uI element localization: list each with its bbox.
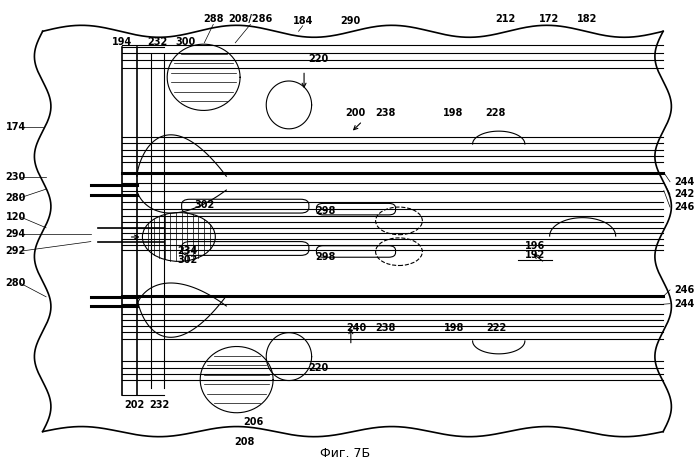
Text: 280: 280: [6, 278, 26, 288]
Text: 202: 202: [124, 400, 144, 410]
Text: 280: 280: [6, 193, 26, 203]
Text: 246: 246: [674, 285, 694, 295]
Text: 198: 198: [444, 323, 464, 333]
Text: 208/286: 208/286: [229, 14, 273, 24]
Text: 302: 302: [194, 200, 215, 210]
Text: 294: 294: [6, 229, 26, 239]
Text: 240: 240: [346, 323, 366, 333]
Text: 198: 198: [443, 108, 463, 118]
Text: 290: 290: [340, 16, 361, 26]
Text: 232: 232: [150, 400, 170, 410]
Text: 172: 172: [539, 14, 559, 24]
Text: 300: 300: [175, 37, 195, 47]
Text: 200: 200: [345, 108, 366, 118]
Text: 184: 184: [292, 16, 313, 26]
Text: 230: 230: [6, 172, 26, 182]
Text: 212: 212: [495, 14, 515, 24]
Text: 220: 220: [308, 363, 329, 373]
Text: 232: 232: [147, 37, 168, 47]
Text: 206: 206: [244, 418, 264, 427]
Text: 292: 292: [6, 246, 26, 256]
Text: 174: 174: [6, 122, 26, 131]
Text: 244: 244: [674, 177, 694, 187]
Text: 182: 182: [577, 14, 597, 24]
Text: 196: 196: [525, 241, 545, 251]
Text: 222: 222: [487, 323, 507, 333]
Text: Фиг. 7Б: Фиг. 7Б: [320, 447, 370, 460]
Text: 302: 302: [178, 255, 198, 265]
Text: 194: 194: [112, 37, 132, 47]
Text: 120: 120: [6, 212, 26, 222]
Text: 192: 192: [525, 250, 545, 260]
Text: 234: 234: [178, 246, 198, 256]
Text: 298: 298: [315, 206, 336, 216]
Text: 228: 228: [485, 108, 505, 118]
Text: 288: 288: [203, 14, 224, 24]
Text: 246: 246: [674, 202, 694, 212]
Text: 242: 242: [674, 189, 694, 199]
Text: 208: 208: [234, 437, 254, 447]
Text: 238: 238: [375, 108, 396, 118]
Text: 298: 298: [315, 252, 336, 262]
Text: 238: 238: [376, 323, 396, 333]
Text: 244: 244: [674, 299, 694, 309]
Text: 220: 220: [308, 54, 329, 64]
